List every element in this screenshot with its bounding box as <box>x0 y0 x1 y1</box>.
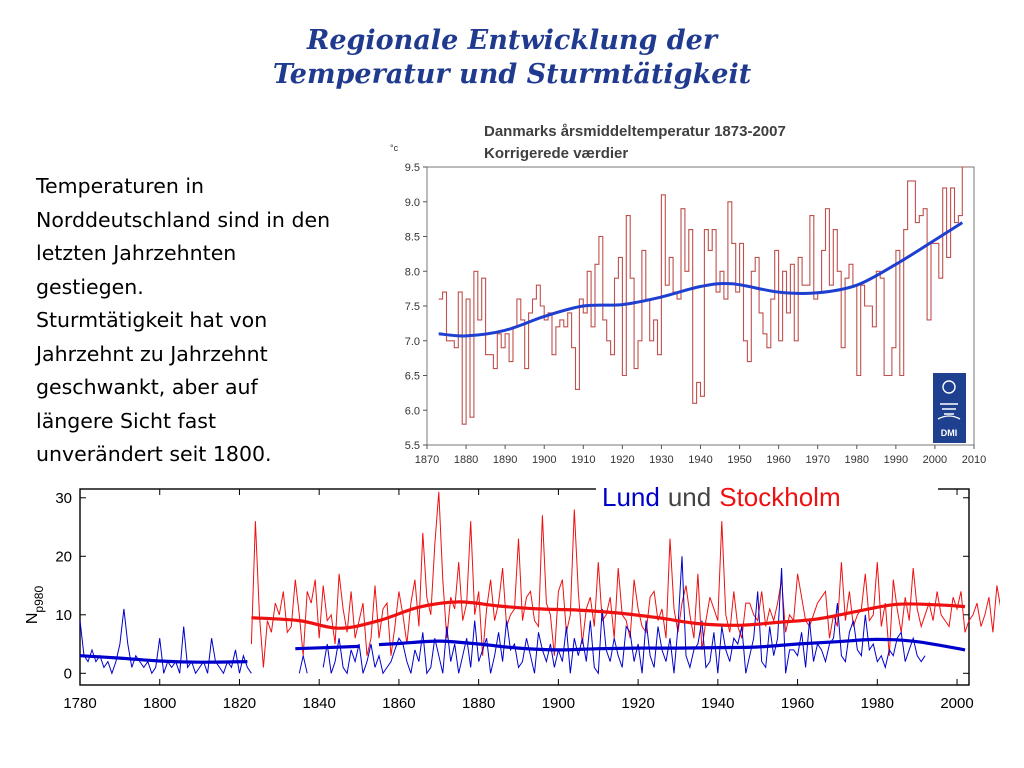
np-y-axis-label: Np980 <box>24 586 46 625</box>
np-x-tick-label: 1980 <box>861 695 894 712</box>
dk-y-unit-label: °c <box>390 143 399 153</box>
np-y-tick-label: 10 <box>55 607 72 624</box>
dk-plot-frame <box>426 166 975 446</box>
np-x-tick-label: 1900 <box>542 695 575 712</box>
dk-y-tick-label: 5.5 <box>405 440 420 452</box>
np-x-tick-label: 1820 <box>223 695 256 712</box>
dk-x-tick-label: 1980 <box>845 454 869 466</box>
dk-y-tick-label: 9.5 <box>405 162 420 174</box>
np-x-tick-label: 1860 <box>382 695 415 712</box>
np-axis-ticks: 1780 1800 1820 1840 1860 1880 1900 1920 1940 1960… <box>55 489 974 712</box>
dmi-logo-text: DMI <box>941 428 958 438</box>
body-text: Temperaturen in Norddeutschland sind in … <box>36 170 376 472</box>
dk-chart-subtitle: Korrigerede værdier <box>484 145 628 162</box>
dk-x-tick-label: 1890 <box>493 454 517 466</box>
dk-x-tick-label: 2000 <box>923 454 947 466</box>
dk-x-tick-label: 1930 <box>649 454 673 466</box>
np-legend-title: Lund und Stockholm <box>596 480 938 514</box>
dk-series-group <box>438 166 967 425</box>
dmi-logo: DMI <box>933 373 966 443</box>
body-text-line: geschwankt, aber auf <box>36 375 258 399</box>
dk-y-tick-label: 6.5 <box>405 371 420 383</box>
np-y-tick-label: 20 <box>55 548 72 565</box>
body-text-line: längere Sicht fast <box>36 408 217 433</box>
slide-title-line-2: Temperatur und Sturmtätigkeit <box>272 59 752 90</box>
body-text-line: unverändert seit 1800. <box>36 442 272 466</box>
np-y-axis-label-sub: p980 <box>32 586 46 613</box>
np-x-tick-label: 1800 <box>143 695 176 712</box>
np-series-group <box>79 491 1000 675</box>
dk-x-tick-label: 1920 <box>610 454 634 466</box>
dk-x-tick-label: 1910 <box>571 454 595 466</box>
storm-activity-chart: 1780 1800 1820 1840 1860 1880 1900 1920 1940 1960… <box>24 480 1000 712</box>
dk-annual-temperature-line <box>438 166 967 425</box>
dk-x-tick-label: 1950 <box>727 454 751 466</box>
dk-x-tick-label: 1970 <box>805 454 829 466</box>
dk-y-tick-label: 9.0 <box>405 197 420 209</box>
dk-smoothed-temperature-line <box>438 221 964 338</box>
dk-x-tick-label: 1940 <box>688 454 712 466</box>
legend-lund: Lund <box>602 482 660 512</box>
lund-smoothed-line <box>378 637 966 652</box>
np-x-tick-label: 1920 <box>621 695 654 712</box>
body-text-line: letzten Jahrzehnten <box>36 241 237 265</box>
legend-stockholm: Stockholm <box>719 482 840 512</box>
np-x-tick-label: 1940 <box>701 695 734 712</box>
np-x-tick-label: 1840 <box>303 695 336 712</box>
dk-y-tick-label: 8.5 <box>405 232 420 244</box>
stockholm-annual-line <box>250 491 1000 668</box>
denmark-temperature-chart: Danmarks årsmiddeltemperatur 1873-2007 K… <box>390 123 987 466</box>
dk-y-tick-label: 7.0 <box>405 336 420 348</box>
body-text-line: Norddeutschland sind in den <box>36 207 331 232</box>
body-text-line: gestiegen. <box>36 274 144 299</box>
np-y-tick-label: 30 <box>55 490 72 507</box>
dk-x-tick-label: 1880 <box>454 454 478 466</box>
np-y-tick-label: 0 <box>64 665 72 682</box>
dk-x-tick-label: 1900 <box>532 454 556 466</box>
np-x-tick-label: 1960 <box>781 695 814 712</box>
dk-x-tick-label: 1990 <box>884 454 908 466</box>
dk-y-tick-label: 8.0 <box>405 266 420 278</box>
dk-x-tick-label: 1870 <box>415 454 439 466</box>
slide-title-line-1: Regionale Entwicklung der <box>306 25 718 56</box>
body-text-line: Sturmtätigkeit hat von <box>36 308 268 332</box>
dk-x-tick-label: 2010 <box>962 454 986 466</box>
legend-conjunction: und <box>668 482 711 512</box>
np-x-tick-label: 2000 <box>940 695 973 712</box>
dk-axis-ticks: 1870 1880 1890 1900 1910 1920 1930 1940 1950 1960… <box>405 162 987 466</box>
dk-x-tick-label: 1960 <box>766 454 790 466</box>
dk-chart-title: Danmarks årsmiddeltemperatur 1873-2007 <box>484 123 786 140</box>
np-x-tick-label: 1780 <box>63 695 96 712</box>
dk-y-tick-label: 6.0 <box>405 405 420 417</box>
lund-smoothed-line <box>79 654 248 664</box>
np-x-tick-label: 1880 <box>462 695 495 712</box>
slide-title: Regionale Entwicklung der Temperatur und… <box>0 24 1024 92</box>
np-plot-frame <box>79 488 970 686</box>
lund-smoothed-line <box>295 644 360 651</box>
body-text-line: Jahrzehnt zu Jahrzehnt <box>36 341 268 366</box>
np-y-axis-label-main: N <box>24 613 41 625</box>
dk-y-tick-label: 7.5 <box>405 301 420 313</box>
body-text-line: Temperaturen in <box>36 174 205 198</box>
stockholm-smoothed-line <box>251 600 966 630</box>
